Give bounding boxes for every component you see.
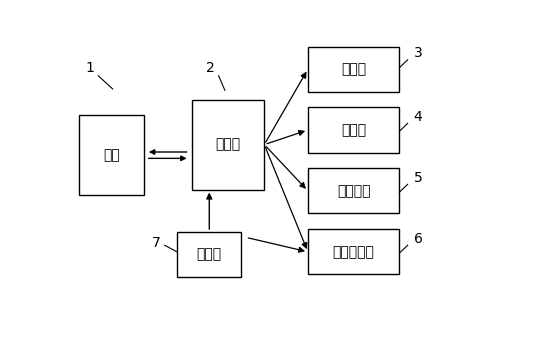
Text: 2: 2 [206, 61, 215, 75]
Text: 6: 6 [414, 232, 422, 246]
Bar [308, 229, 399, 275]
Text: 夹具: 夹具 [103, 148, 120, 162]
Bar [308, 169, 399, 213]
Text: 缓冲器: 缓冲器 [215, 138, 241, 152]
Bar [79, 116, 144, 195]
Bar [308, 107, 399, 152]
Text: 4: 4 [414, 110, 422, 124]
Bar [192, 99, 264, 190]
Text: 万用表: 万用表 [341, 62, 366, 76]
Bar [308, 46, 399, 92]
Bar [177, 232, 241, 277]
Text: 5: 5 [414, 171, 422, 185]
Text: 程控电源: 程控电源 [337, 184, 370, 198]
Text: 3: 3 [414, 46, 422, 60]
Text: 7: 7 [152, 236, 161, 250]
Text: 波形发生器: 波形发生器 [333, 245, 375, 259]
Text: 示波器: 示波器 [341, 123, 366, 137]
Text: 1: 1 [85, 61, 94, 75]
Text: 控制器: 控制器 [197, 248, 222, 261]
